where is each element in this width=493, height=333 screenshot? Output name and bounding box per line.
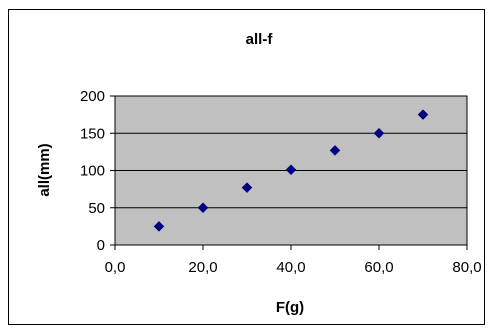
x-tick-label: 80,0	[452, 259, 481, 276]
data-point	[241, 182, 253, 193]
y-tick-label: 0	[97, 237, 105, 254]
data-point	[329, 145, 341, 156]
data-point	[373, 127, 385, 139]
data-point	[285, 164, 297, 176]
x-tick-label: 40,0	[276, 259, 305, 276]
chart-title: all-f	[246, 31, 274, 48]
x-axis-title: F(g)	[276, 299, 304, 316]
y-tick-label: 50	[88, 200, 105, 217]
x-tick-label: 0,0	[105, 259, 126, 276]
y-tick-label: 200	[80, 88, 105, 105]
chart-frame: all-f 0 50 100 150 200 0,0 20,0 40,0 60,0 80,0 F(…	[8, 9, 485, 325]
scatter-chart: all-f 0 50 100 150 200 0,0 20,0 40,0 60,0 80,0 F(…	[36, 31, 482, 316]
y-axis-title: all(mm)	[36, 143, 53, 196]
x-tick-label: 20,0	[188, 259, 217, 276]
y-tick-label: 100	[80, 163, 105, 180]
x-tick-label: 60,0	[364, 259, 393, 276]
y-tick-label: 150	[80, 125, 105, 142]
data-point	[417, 109, 429, 120]
data-point	[197, 202, 209, 214]
data-point	[153, 221, 165, 232]
